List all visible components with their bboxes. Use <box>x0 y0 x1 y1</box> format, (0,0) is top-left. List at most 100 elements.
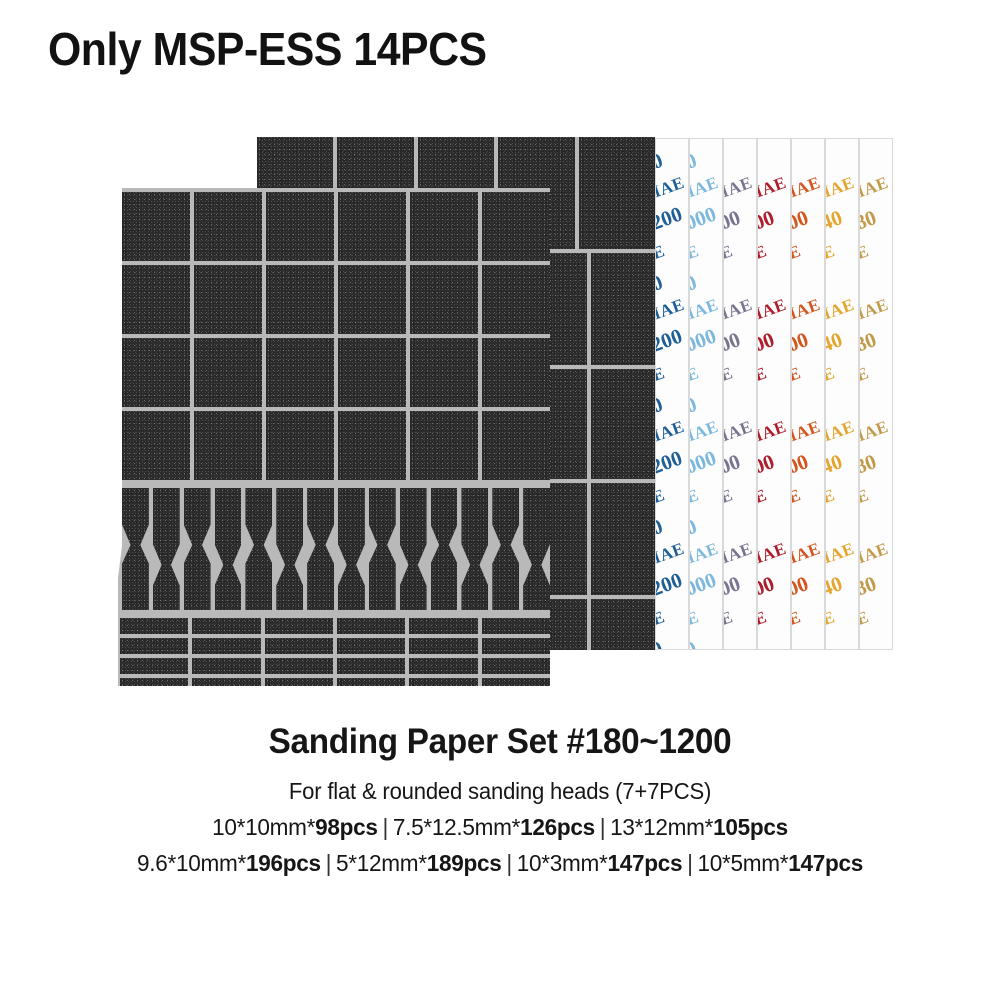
sandpaper-tile <box>409 638 478 654</box>
sandpaper-tile-grid-front <box>118 188 550 686</box>
sandpaper-tile <box>194 338 262 407</box>
spec-size: 10*3mm* <box>516 850 608 876</box>
caption-subheading: For flat & rounded sanding heads (7+7PCS… <box>288 778 712 804</box>
spec-separator: | <box>325 850 332 876</box>
sandpaper-tile <box>122 192 190 261</box>
sandpaper-tile <box>591 483 655 595</box>
spec-separator: | <box>382 814 389 840</box>
sandpaper-tile <box>264 618 333 634</box>
sandpaper-tile <box>410 192 478 261</box>
page-title: Only MSP-ESS 14PCS <box>48 23 487 75</box>
sandpaper-tile <box>410 338 478 407</box>
sandpaper-tile <box>481 618 550 634</box>
sandpaper-tile <box>481 678 550 686</box>
spec-count: 147pcs <box>607 850 683 876</box>
spec-size: 7.5*12.5mm* <box>392 814 521 840</box>
caption-heading: Sanding Paper Set #180~1200 <box>268 722 732 761</box>
spec-separator: | <box>687 850 693 876</box>
sandpaper-tile <box>591 369 655 479</box>
spec-count: 189pcs <box>426 850 502 876</box>
sandpaper-tile <box>409 618 478 634</box>
sandpaper-sheet-front <box>118 188 550 686</box>
grit-strip-800: DSPIAE#800DSPIAE#800DSPIAE#800DSPIAE#800… <box>723 138 757 650</box>
sandpaper-tile <box>482 192 550 261</box>
sandpaper-tile <box>410 411 478 480</box>
sandpaper-tile <box>122 411 190 480</box>
spec-size: 9.6*10mm* <box>136 850 246 876</box>
sandpaper-tile <box>264 638 333 654</box>
spec-count: 196pcs <box>245 850 321 876</box>
sandpaper-tile <box>120 678 189 686</box>
grit-strip-180: DSPIAE#180DSPIAE#180DSPIAE#180DSPIAE#180… <box>859 138 893 650</box>
product-photo: DSPIAE #1200 DSPIAE #1200 DSPIAE #1200 DSPIAE #… <box>0 120 1000 710</box>
sandpaper-tile <box>409 658 478 674</box>
sandpaper-tile <box>591 599 655 650</box>
spec-count: 105pcs <box>713 814 788 840</box>
sandpaper-tile <box>192 678 261 686</box>
sandpaper-tile <box>591 253 655 365</box>
spec-size: 10*5mm* <box>697 850 789 876</box>
spec-count: 147pcs <box>788 850 864 876</box>
sandpaper-tile <box>481 638 550 654</box>
grit-strip-1000: DSPIAE #1000 DSPIAE #1000 DSPIAE #1000 DSPIAE #… <box>689 138 723 650</box>
spec-size: 13*12mm* <box>610 814 714 840</box>
grit-strip-1200: DSPIAE #1200 DSPIAE #1200 DSPIAE #1200 DSPIAE #… <box>655 138 689 650</box>
caption-block: Sanding Paper Set #180~1200 For flat & r… <box>0 722 1000 877</box>
spec-size: 10*10mm* <box>212 814 316 840</box>
sandpaper-tile <box>264 678 333 686</box>
sandpaper-tile <box>266 265 334 334</box>
sandpaper-tile <box>578 137 655 249</box>
sandpaper-tile <box>337 618 406 634</box>
grit-strip-400: DSPIAE#400DSPIAE#400DSPIAE#400DSPIAE#400… <box>791 138 825 650</box>
sandpaper-tile <box>266 411 334 480</box>
sandpaper-tile <box>481 658 550 674</box>
sandpaper-tile <box>337 658 406 674</box>
sandpaper-tile <box>120 618 189 634</box>
sandpaper-tile <box>410 265 478 334</box>
spec-separator: | <box>599 814 606 840</box>
sandpaper-pointed-tile <box>461 553 489 610</box>
sandpaper-tile <box>338 411 406 480</box>
sandpaper-tile <box>264 658 333 674</box>
spec-separator: | <box>506 850 512 876</box>
sandpaper-tile <box>337 638 406 654</box>
sandpaper-tile <box>122 338 190 407</box>
sandpaper-tile <box>192 618 261 634</box>
sandpaper-tile <box>338 265 406 334</box>
sandpaper-tile <box>266 338 334 407</box>
grit-strip-stack: DSPIAE #1200 DSPIAE #1200 DSPIAE #1200 DSPIAE #… <box>655 138 900 650</box>
sandpaper-tile <box>120 638 189 654</box>
spec-count: 126pcs <box>520 814 595 840</box>
sandpaper-tile <box>192 658 261 674</box>
sandpaper-tile <box>194 192 262 261</box>
sandpaper-tile <box>337 678 406 686</box>
sandpaper-tile <box>120 658 189 674</box>
sandpaper-tile <box>338 338 406 407</box>
sandpaper-tile <box>266 192 334 261</box>
spec-size: 5*12mm* <box>335 850 427 876</box>
sandpaper-tile <box>482 265 550 334</box>
sandpaper-tile <box>192 638 261 654</box>
sandpaper-tile <box>409 678 478 686</box>
